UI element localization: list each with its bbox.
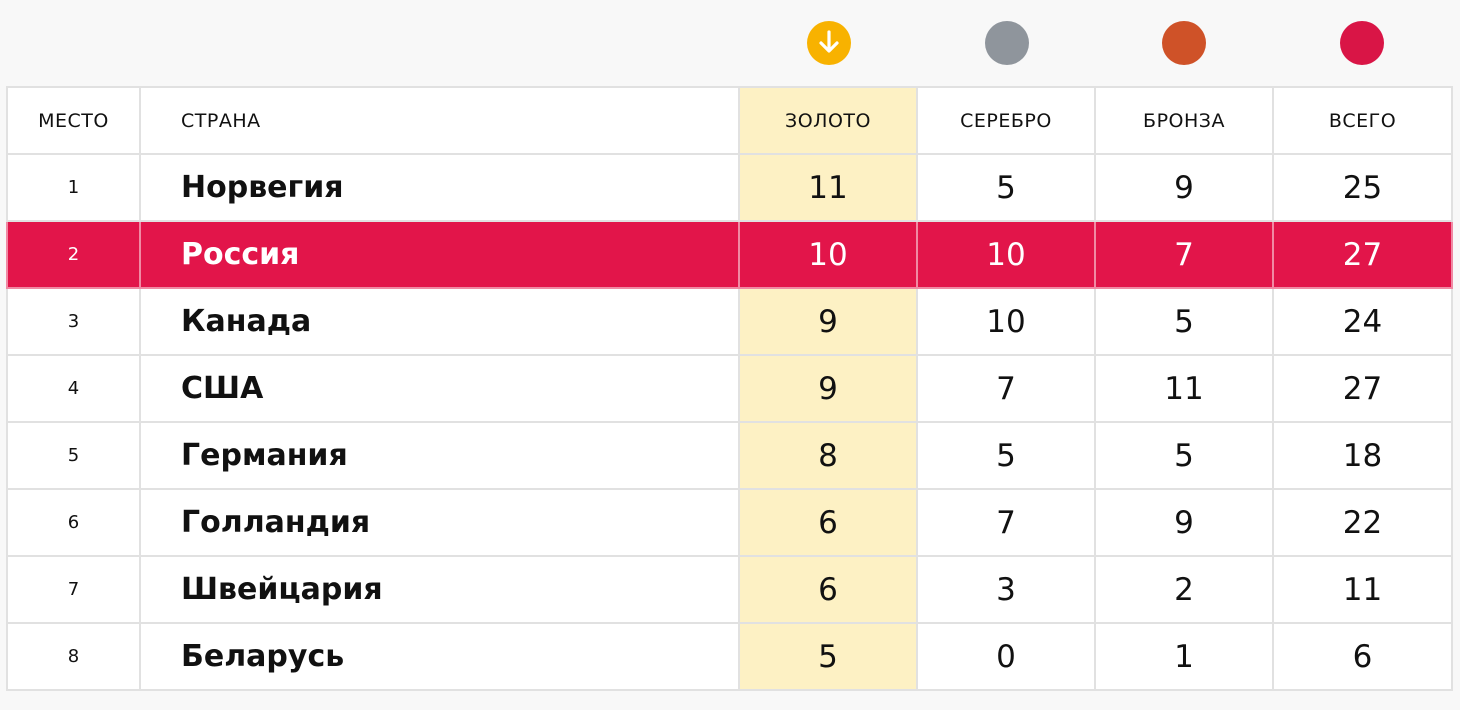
silver-column-header[interactable]: СЕРЕБРО (916, 86, 1096, 155)
silver-count-cell: 7 (916, 488, 1096, 557)
table-row[interactable]: 8 Беларусь 5 0 1 6 (6, 622, 1453, 691)
bronze-count-cell: 11 (1094, 354, 1274, 423)
silver-medal-icon[interactable] (984, 20, 1030, 66)
rank-cell: 3 (6, 287, 141, 356)
silver-count-cell: 10 (916, 220, 1096, 289)
rank-cell: 1 (6, 153, 141, 222)
silver-count-cell: 3 (916, 555, 1096, 624)
country-cell: Германия (139, 421, 740, 490)
gold-medal-icon[interactable] (806, 20, 852, 66)
country-cell: Швейцария (139, 555, 740, 624)
total-count-cell: 22 (1272, 488, 1453, 557)
country-cell: США (139, 354, 740, 423)
rank-cell: 4 (6, 354, 141, 423)
bronze-count-cell: 1 (1094, 622, 1274, 691)
total-count-cell: 27 (1272, 220, 1453, 289)
country-column-header[interactable]: СТРАНА (139, 86, 740, 155)
bronze-medal-icon[interactable] (1161, 20, 1207, 66)
gold-count-cell: 8 (738, 421, 918, 490)
total-column-header[interactable]: ВСЕГО (1272, 86, 1453, 155)
country-cell: Голландия (139, 488, 740, 557)
medal-standings-table: МЕСТО СТРАНА ЗОЛОТО СЕРЕБРО БРОНЗА ВСЕГО… (6, 86, 1453, 691)
table-row[interactable]: 3 Канада 9 10 5 24 (6, 287, 1453, 356)
gold-count-cell: 11 (738, 153, 918, 222)
table-row[interactable]: 5 Германия 8 5 5 18 (6, 421, 1453, 490)
country-cell: Беларусь (139, 622, 740, 691)
silver-count-cell: 5 (916, 421, 1096, 490)
rank-cell: 2 (6, 220, 141, 289)
silver-count-cell: 10 (916, 287, 1096, 356)
table-header-row: МЕСТО СТРАНА ЗОЛОТО СЕРЕБРО БРОНЗА ВСЕГО (6, 86, 1453, 155)
total-count-cell: 11 (1272, 555, 1453, 624)
bronze-count-cell: 9 (1094, 153, 1274, 222)
gold-count-cell: 10 (738, 220, 918, 289)
rank-cell: 7 (6, 555, 141, 624)
table-row[interactable]: 6 Голландия 6 7 9 22 (6, 488, 1453, 557)
total-count-cell: 6 (1272, 622, 1453, 691)
bronze-count-cell: 2 (1094, 555, 1274, 624)
rank-cell: 5 (6, 421, 141, 490)
gold-count-cell: 6 (738, 488, 918, 557)
table-row[interactable]: 4 США 9 7 11 27 (6, 354, 1453, 423)
table-row[interactable]: 2 Россия 10 10 7 27 (6, 220, 1453, 289)
total-count-cell: 25 (1272, 153, 1453, 222)
silver-count-cell: 7 (916, 354, 1096, 423)
total-count-cell: 27 (1272, 354, 1453, 423)
table-row[interactable]: 1 Норвегия 11 5 9 25 (6, 153, 1453, 222)
gold-count-cell: 5 (738, 622, 918, 691)
bronze-count-cell: 5 (1094, 287, 1274, 356)
arrow-down-icon (819, 30, 839, 53)
country-cell: Норвегия (139, 153, 740, 222)
bronze-count-cell: 5 (1094, 421, 1274, 490)
total-count-cell: 18 (1272, 421, 1453, 490)
rank-cell: 6 (6, 488, 141, 557)
bronze-count-cell: 9 (1094, 488, 1274, 557)
bronze-count-cell: 7 (1094, 220, 1274, 289)
rank-column-header[interactable]: МЕСТО (6, 86, 141, 155)
rank-cell: 8 (6, 622, 141, 691)
gold-count-cell: 6 (738, 555, 918, 624)
gold-count-cell: 9 (738, 287, 918, 356)
gold-column-header[interactable]: ЗОЛОТО (738, 86, 918, 155)
country-cell: Канада (139, 287, 740, 356)
total-count-cell: 24 (1272, 287, 1453, 356)
country-cell: Россия (139, 220, 740, 289)
medal-icons-header (0, 0, 1460, 86)
total-medal-icon[interactable] (1339, 20, 1385, 66)
silver-count-cell: 0 (916, 622, 1096, 691)
table-row[interactable]: 7 Швейцария 6 3 2 11 (6, 555, 1453, 624)
silver-count-cell: 5 (916, 153, 1096, 222)
bronze-column-header[interactable]: БРОНЗА (1094, 86, 1274, 155)
gold-count-cell: 9 (738, 354, 918, 423)
